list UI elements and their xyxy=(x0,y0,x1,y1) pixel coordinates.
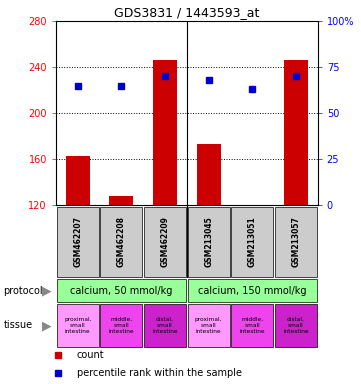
Bar xyxy=(188,304,230,347)
Bar xyxy=(231,207,273,277)
Text: middle,
small
intestine: middle, small intestine xyxy=(109,317,134,334)
Text: GSM462208: GSM462208 xyxy=(117,217,126,267)
Bar xyxy=(197,144,221,205)
Text: distal,
small
intestine: distal, small intestine xyxy=(152,317,178,334)
Text: proximal,
small
intestine: proximal, small intestine xyxy=(195,317,222,334)
Bar xyxy=(188,280,317,302)
Bar xyxy=(275,207,317,277)
Text: tissue: tissue xyxy=(4,320,33,331)
Text: count: count xyxy=(77,350,104,360)
Text: GSM213051: GSM213051 xyxy=(248,217,257,267)
Text: GSM462207: GSM462207 xyxy=(73,217,82,267)
Bar xyxy=(144,304,186,347)
Text: calcium, 50 mmol/kg: calcium, 50 mmol/kg xyxy=(70,286,173,296)
Text: proximal,
small
intestine: proximal, small intestine xyxy=(64,317,92,334)
Bar xyxy=(57,280,186,302)
Text: ▶: ▶ xyxy=(42,285,51,297)
Text: distal,
small
intestine: distal, small intestine xyxy=(283,317,309,334)
Bar xyxy=(284,60,308,205)
Bar xyxy=(231,304,273,347)
Bar xyxy=(144,207,186,277)
Text: GSM213045: GSM213045 xyxy=(204,217,213,267)
Title: GDS3831 / 1443593_at: GDS3831 / 1443593_at xyxy=(114,5,260,18)
Bar xyxy=(188,207,230,277)
Text: ▶: ▶ xyxy=(42,319,51,332)
Text: calcium, 150 mmol/kg: calcium, 150 mmol/kg xyxy=(198,286,306,296)
Bar xyxy=(100,304,142,347)
Text: GSM462209: GSM462209 xyxy=(161,217,170,267)
Text: middle,
small
intestine: middle, small intestine xyxy=(239,317,265,334)
Bar xyxy=(100,207,142,277)
Bar xyxy=(153,60,177,205)
Text: protocol: protocol xyxy=(4,286,43,296)
Bar xyxy=(275,304,317,347)
Bar xyxy=(109,196,133,205)
Text: percentile rank within the sample: percentile rank within the sample xyxy=(77,368,242,379)
Bar xyxy=(240,205,264,208)
Bar xyxy=(57,304,99,347)
Text: GSM213057: GSM213057 xyxy=(291,217,300,267)
Bar xyxy=(57,207,99,277)
Bar xyxy=(66,156,90,205)
